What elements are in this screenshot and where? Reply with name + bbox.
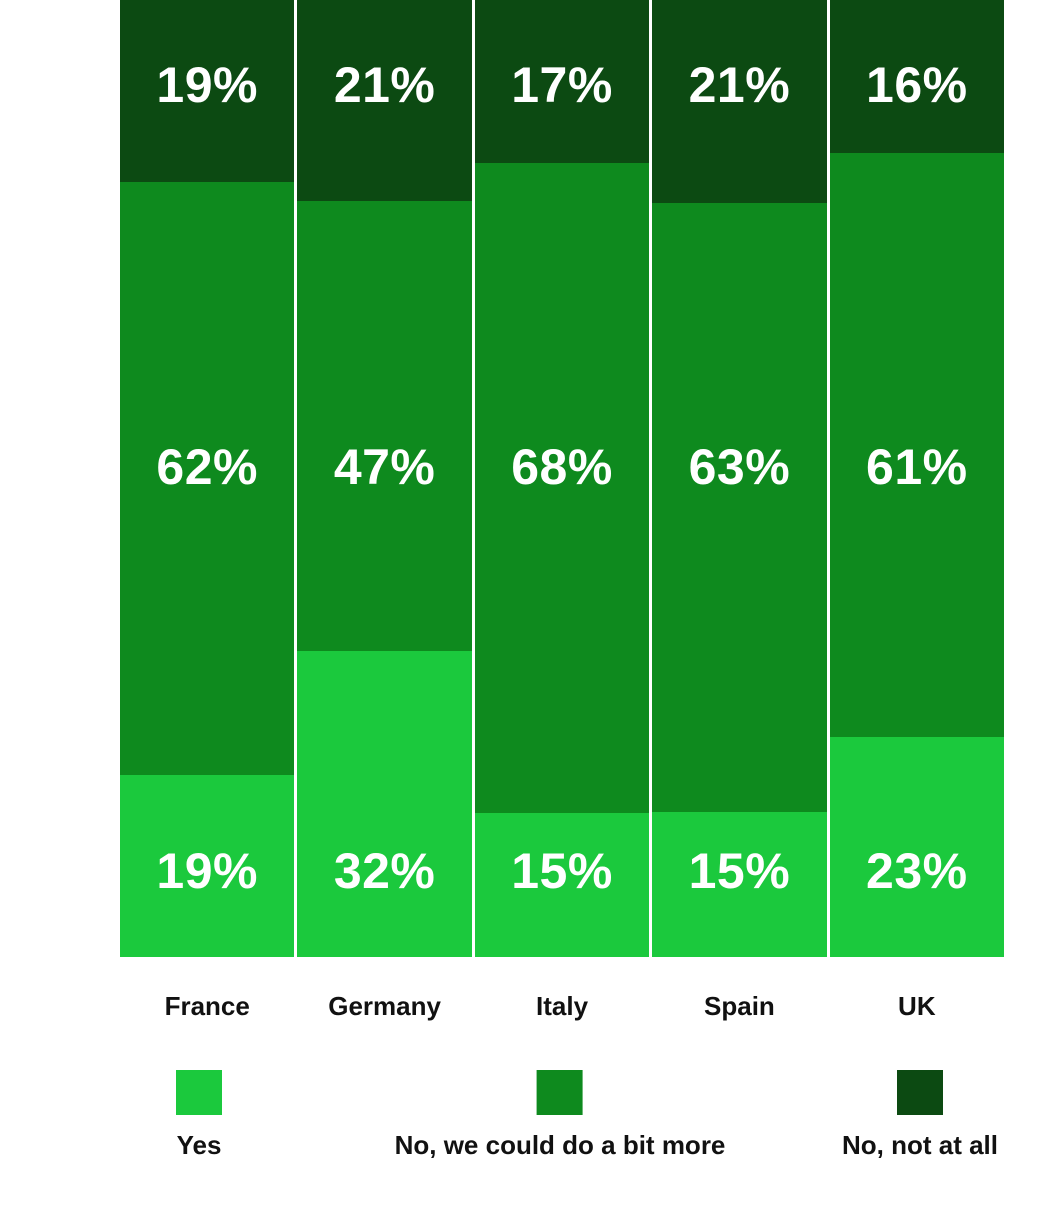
segment-no-we-could-do-a-bit-more <box>474 162 650 814</box>
value-label-no-not-at-all: 21% <box>333 57 436 113</box>
segment-no-not-at-all <box>652 0 827 203</box>
legend-label-no-we-could-do-a-bit-more: No, we could do a bit more <box>394 1130 726 1160</box>
value-label-no-we-could-do-a-bit-more: 61% <box>866 439 968 495</box>
bar-column-spain: 21% 63% 15% Spain <box>652 0 827 1021</box>
bar-column-italy: 17% 68% 15% Italy <box>474 0 650 1021</box>
value-label-no-we-could-do-a-bit-more: 63% <box>688 439 791 495</box>
value-label-yes: 32% <box>333 843 436 899</box>
stacked-bar-chart: 19% 62% 19% France 21% 47% 32% Germany 17% 68% 15%… <box>120 0 1005 1021</box>
value-label-no-we-could-do-a-bit-more: 47% <box>333 439 436 495</box>
bar-stack-france: 19% 62% 19% <box>120 0 295 957</box>
legend-swatch-no-not-at-all <box>897 1070 943 1115</box>
legend-item-yes: Yes <box>176 1070 222 1158</box>
bar-column-uk: 16% 61% 23% UK <box>829 0 1005 1021</box>
segment-yes <box>652 812 827 957</box>
value-label-yes: 15% <box>688 843 791 899</box>
bar-stack-spain: 21% 63% 15% <box>652 0 827 957</box>
segment-no-not-at-all <box>474 0 650 163</box>
category-label-france: France <box>164 991 250 1021</box>
value-label-no-we-could-do-a-bit-more: 68% <box>511 439 613 495</box>
legend-label-no-not-at-all: No, not at all <box>842 1130 998 1160</box>
segment-no-not-at-all <box>120 0 295 182</box>
segment-no-we-could-do-a-bit-more <box>297 200 472 651</box>
category-label-germany: Germany <box>328 991 441 1021</box>
legend-swatch-no-we-could-do-a-bit-more <box>537 1070 583 1115</box>
legend-item-no-we-could-do-a-bit-more: No, we could do a bit more <box>394 1070 726 1160</box>
bar-stack-germany: 21% 47% 32% <box>297 0 472 957</box>
value-label-yes: 15% <box>511 843 613 899</box>
value-label-no-not-at-all: 17% <box>511 57 613 113</box>
legend-swatch-yes <box>176 1070 222 1115</box>
chart-legend: Yes No, we could do a bit more No, not at … <box>0 1070 1050 1180</box>
value-label-no-we-could-do-a-bit-more: 62% <box>156 439 258 495</box>
bar-stack-italy: 17% 68% 15% <box>474 0 650 957</box>
bar-column-germany: 21% 47% 32% Germany <box>297 0 472 1021</box>
segment-yes <box>297 650 472 957</box>
value-label-no-not-at-all: 16% <box>866 57 968 113</box>
segment-no-not-at-all <box>829 0 1005 154</box>
segment-no-not-at-all <box>297 0 472 201</box>
segment-no-we-could-do-a-bit-more <box>120 181 295 776</box>
bar-stack-uk: 16% 61% 23% <box>829 0 1005 957</box>
category-label-uk: UK <box>898 991 936 1021</box>
category-label-italy: Italy <box>536 991 589 1021</box>
bar-column-france: 19% 62% 19% France <box>120 0 295 1021</box>
legend-label-yes: Yes <box>176 1130 222 1160</box>
value-label-no-not-at-all: 21% <box>688 57 791 113</box>
segment-no-we-could-do-a-bit-more <box>652 203 827 812</box>
legend-item-no-not-at-all: No, not at all <box>842 1070 998 1158</box>
value-label-yes: 19% <box>156 843 258 899</box>
segment-yes <box>120 775 295 957</box>
value-label-yes: 23% <box>866 843 968 899</box>
category-label-spain: Spain <box>704 991 775 1021</box>
value-label-no-not-at-all: 19% <box>156 57 258 113</box>
segment-no-we-could-do-a-bit-more <box>829 153 1005 737</box>
segment-yes <box>474 813 650 957</box>
segment-yes <box>829 736 1005 957</box>
